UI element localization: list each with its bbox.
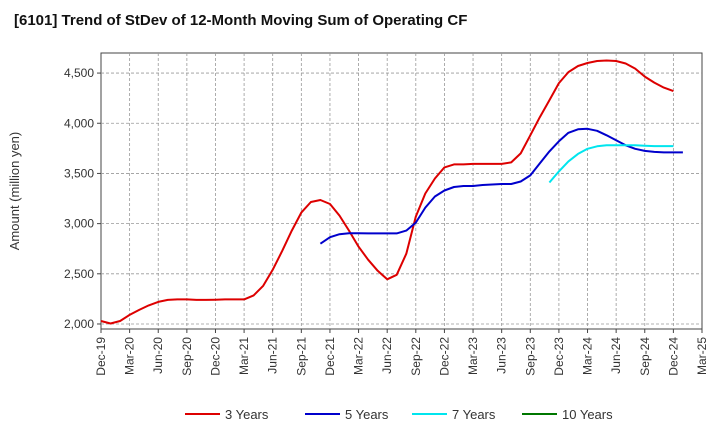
x-tick-label: Mar-23 <box>466 337 480 375</box>
chart-title: [6101] Trend of StDev of 12-Month Moving… <box>14 12 468 29</box>
x-tick-label: Sep-21 <box>294 337 308 376</box>
x-tick-label: Sep-24 <box>638 337 652 376</box>
y-tick-label: 2,500 <box>64 267 94 281</box>
x-tick-label: Jun-24 <box>609 337 623 374</box>
y-tick-label: 3,000 <box>64 217 94 231</box>
plot-area <box>100 52 703 330</box>
x-tick-label: Mar-24 <box>581 337 595 375</box>
x-tick-label: Dec-23 <box>552 337 566 376</box>
x-tick-label: Sep-23 <box>523 337 537 376</box>
x-tick-label: Dec-24 <box>666 337 680 376</box>
legend: 3 Years 5 Years 7 Years 10 Years <box>185 407 613 422</box>
x-tick-label: Mar-22 <box>352 337 366 375</box>
legend-label: 3 Years <box>225 407 269 422</box>
legend-label: 7 Years <box>452 407 496 422</box>
y-axis-ticks: 2,000 2,500 3,000 3,500 4,000 4,500 <box>64 66 101 331</box>
x-tick-label: Jun-23 <box>495 337 509 374</box>
legend-label: 5 Years <box>345 407 389 422</box>
y-tick-label: 2,000 <box>64 317 94 331</box>
series-line-5-years <box>319 127 683 245</box>
legend-label: 10 Years <box>562 407 613 422</box>
series-lines <box>100 59 683 325</box>
x-tick-label: Sep-20 <box>180 337 194 376</box>
grid-lines <box>101 53 702 329</box>
series-line-3-years <box>100 59 674 325</box>
x-tick-label: Jun-20 <box>151 337 165 374</box>
x-tick-label: Dec-19 <box>94 337 108 376</box>
x-tick-label: Jun-22 <box>380 337 394 374</box>
x-tick-label: Jun-21 <box>266 337 280 374</box>
x-tick-label: Dec-21 <box>323 337 337 376</box>
x-tick-label: Dec-22 <box>437 337 451 376</box>
x-tick-label: Sep-22 <box>409 337 423 376</box>
x-axis-ticks: Dec-19 Mar-20 Jun-20 Sep-20 Dec-20 Mar-21 Jun-… <box>94 329 709 376</box>
x-tick-label: Dec-20 <box>208 337 222 376</box>
x-tick-label: Mar-25 <box>695 337 709 375</box>
series-line-7-years <box>548 144 674 184</box>
x-tick-label: Mar-21 <box>237 337 251 375</box>
x-tick-label: Mar-20 <box>123 337 137 375</box>
y-tick-label: 3,500 <box>64 166 94 180</box>
y-axis-label: Amount (million yen) <box>7 132 22 251</box>
y-tick-label: 4,000 <box>64 116 94 130</box>
y-tick-label: 4,500 <box>64 66 94 80</box>
